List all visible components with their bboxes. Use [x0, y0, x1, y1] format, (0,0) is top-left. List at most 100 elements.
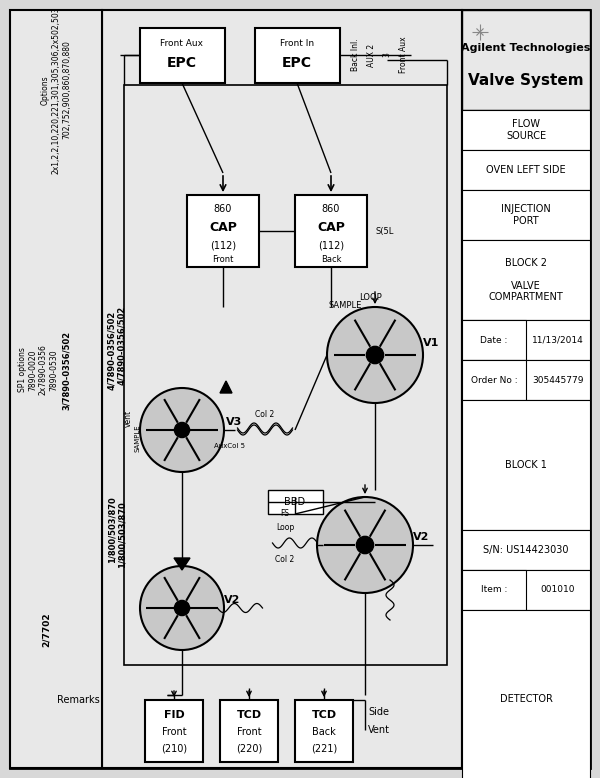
Bar — [462, 150, 590, 190]
Bar — [462, 530, 590, 570]
Text: TCD: TCD — [236, 710, 262, 720]
Bar — [462, 360, 526, 400]
Text: Back: Back — [321, 254, 341, 264]
Bar — [220, 700, 278, 762]
Text: OVEN LEFT SIDE: OVEN LEFT SIDE — [486, 165, 566, 175]
Bar — [102, 10, 462, 768]
Text: Front: Front — [161, 727, 187, 738]
Text: Valve System: Valve System — [468, 72, 584, 87]
Text: SAMPLE: SAMPLE — [135, 424, 141, 452]
Text: AuxCol 5: AuxCol 5 — [215, 443, 245, 449]
Bar — [268, 490, 323, 514]
Text: Side: Side — [368, 707, 389, 717]
Bar — [462, 240, 590, 320]
Bar — [462, 360, 590, 400]
Bar — [462, 400, 590, 530]
Text: Date :: Date : — [481, 335, 508, 345]
Text: (112): (112) — [210, 240, 236, 250]
Text: Col 2: Col 2 — [275, 555, 295, 565]
Text: (221): (221) — [311, 743, 337, 753]
Text: 001010: 001010 — [541, 586, 575, 594]
Text: Item :: Item : — [481, 586, 507, 594]
Text: FID: FID — [164, 710, 184, 720]
Text: V1: V1 — [423, 338, 439, 348]
Text: V3: V3 — [226, 417, 242, 427]
Text: 3: 3 — [383, 53, 392, 58]
Text: (210): (210) — [161, 743, 187, 753]
Circle shape — [367, 346, 383, 363]
Text: 305445779: 305445779 — [532, 376, 584, 384]
Text: V2: V2 — [224, 595, 240, 605]
Text: Remarks: Remarks — [56, 695, 100, 705]
Text: EPC: EPC — [282, 56, 312, 70]
Bar — [462, 10, 590, 768]
Text: Front In: Front In — [280, 38, 314, 47]
Text: 1/800/503/870: 1/800/503/870 — [107, 496, 116, 563]
Bar — [462, 570, 590, 610]
Bar — [295, 195, 367, 267]
Text: DETECTOR: DETECTOR — [500, 694, 553, 704]
Text: CAP: CAP — [317, 220, 345, 233]
Text: Loop: Loop — [276, 524, 294, 532]
Text: SP1 options
7890-0020
2x7890-0356
7890-0530: SP1 options 7890-0020 2x7890-0356 7890-0… — [18, 345, 58, 395]
Text: LOOP: LOOP — [359, 293, 382, 302]
Circle shape — [140, 388, 224, 472]
Text: 2/7702: 2/7702 — [41, 613, 50, 647]
Text: BLOCK 1: BLOCK 1 — [505, 460, 547, 470]
Circle shape — [327, 307, 423, 403]
Bar — [462, 570, 526, 610]
Text: 3/7890-0356/502: 3/7890-0356/502 — [62, 331, 71, 409]
Bar — [10, 10, 102, 768]
Text: Options
2x1,2,2,10,220,221,301,305,306,2x502,503
702,752,900,860,870,880: Options 2x1,2,2,10,220,221,301,305,306,2… — [41, 6, 71, 173]
Text: FLOW
SOURCE: FLOW SOURCE — [506, 119, 546, 141]
Circle shape — [140, 566, 224, 650]
Text: TCD: TCD — [311, 710, 337, 720]
Bar — [462, 110, 590, 150]
Text: FS: FS — [281, 509, 290, 517]
Text: BBD: BBD — [284, 497, 305, 507]
Text: 860: 860 — [214, 204, 232, 214]
Text: AUX 2: AUX 2 — [367, 44, 376, 67]
Text: Col 2: Col 2 — [256, 409, 275, 419]
Text: 1/800/503/870: 1/800/503/870 — [118, 502, 127, 569]
Text: Front Aux: Front Aux — [161, 38, 203, 47]
Text: (220): (220) — [236, 743, 262, 753]
Text: Vent: Vent — [368, 725, 390, 735]
Circle shape — [175, 601, 190, 615]
Bar — [140, 28, 225, 83]
Text: 4/7890-0356/502: 4/7890-0356/502 — [118, 306, 127, 384]
Bar — [255, 28, 340, 83]
Polygon shape — [174, 558, 190, 570]
Text: Back Inl.: Back Inl. — [350, 39, 359, 72]
Bar — [462, 10, 590, 110]
Bar — [462, 320, 526, 360]
Text: Front Aux: Front Aux — [398, 37, 407, 73]
Circle shape — [317, 497, 413, 593]
Text: EPC: EPC — [167, 56, 197, 70]
Text: CAP: CAP — [209, 220, 237, 233]
Bar — [295, 700, 353, 762]
Text: Order No :: Order No : — [470, 376, 517, 384]
Text: Front: Front — [212, 254, 233, 264]
Text: V2: V2 — [413, 532, 429, 542]
Text: (112): (112) — [318, 240, 344, 250]
Circle shape — [175, 422, 190, 437]
Bar — [462, 610, 590, 778]
Text: 860: 860 — [322, 204, 340, 214]
Bar — [187, 195, 259, 267]
Text: INJECTION
PORT: INJECTION PORT — [501, 204, 551, 226]
Polygon shape — [220, 381, 232, 393]
Text: Agilent Technologies: Agilent Technologies — [461, 43, 590, 53]
Bar — [124, 85, 447, 665]
Circle shape — [356, 536, 374, 554]
Text: S(5L: S(5L — [375, 226, 394, 236]
Text: 4/7890-0356/502: 4/7890-0356/502 — [107, 310, 116, 390]
Text: S/N: US14423030: S/N: US14423030 — [483, 545, 569, 555]
Text: Back: Back — [312, 727, 336, 738]
Bar — [145, 700, 203, 762]
Text: 11/13/2014: 11/13/2014 — [532, 335, 584, 345]
Text: BLOCK 2

VALVE
COMPARTMENT: BLOCK 2 VALVE COMPARTMENT — [488, 258, 563, 303]
Bar — [462, 320, 590, 360]
Bar — [462, 190, 590, 240]
Text: Front: Front — [236, 727, 262, 738]
